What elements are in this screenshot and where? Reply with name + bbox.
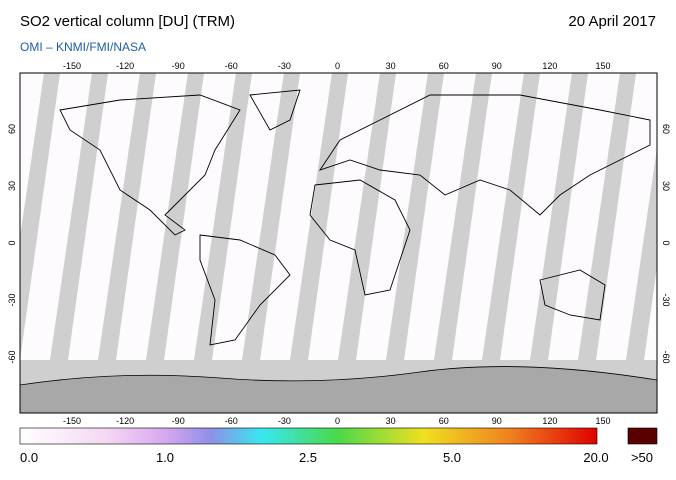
antarctica <box>20 366 657 413</box>
swath <box>260 73 332 360</box>
coastlines <box>59 89 651 346</box>
lon-label-bottom: 30 <box>386 416 396 426</box>
lon-label-top: -120 <box>116 61 134 71</box>
lat-label-right: 60 <box>661 124 671 134</box>
lon-label-top: -150 <box>63 61 81 71</box>
orbit-swaths <box>20 73 657 360</box>
swath <box>548 73 620 360</box>
lon-label-bottom: -90 <box>172 416 185 426</box>
lon-label-top: 90 <box>492 61 502 71</box>
lat-label-left: -60 <box>7 350 17 363</box>
colorbar-label: 5.0 <box>443 450 461 465</box>
colorbar <box>19 427 598 445</box>
source: OMI – KNMI/FMI/NASA <box>20 40 146 54</box>
lon-label-bottom: -150 <box>63 416 81 426</box>
colorbar-label: 0.0 <box>20 450 38 465</box>
lat-label-left: 30 <box>7 181 17 191</box>
map <box>20 73 657 413</box>
swath <box>212 73 284 360</box>
swath <box>500 73 572 360</box>
graticule-labels: -150 -150 -120 -120 -90 -90 -60 -60 -30 -30 0 0 30 30… <box>7 61 671 426</box>
colorbar-overflow <box>627 427 658 445</box>
colorbar-labels: 0.0 1.0 2.5 5.0 20.0 <box>20 450 609 465</box>
lon-label-bottom: 90 <box>492 416 502 426</box>
lon-label-bottom: 120 <box>542 416 557 426</box>
lon-label-top: 0 <box>335 61 340 71</box>
swath <box>20 73 92 360</box>
lon-label-bottom: 0 <box>335 416 340 426</box>
lon-label-bottom: 60 <box>439 416 449 426</box>
swath <box>644 266 657 360</box>
title: SO2 vertical column [DU] (TRM) <box>20 13 235 30</box>
swath <box>68 73 140 360</box>
map-frame <box>19 72 658 414</box>
lon-label-bottom: -120 <box>116 416 134 426</box>
swath <box>116 73 188 360</box>
lon-label-top: 60 <box>439 61 449 71</box>
swath <box>404 73 476 360</box>
lon-label-top: 150 <box>595 61 610 71</box>
swath <box>452 73 524 360</box>
lon-label-bottom: 150 <box>595 416 610 426</box>
lon-label-top: -30 <box>278 61 291 71</box>
lat-label-left: 0 <box>7 240 17 245</box>
lon-label-top: -60 <box>225 61 238 71</box>
colorbar-overflow-label: >50 <box>631 450 653 465</box>
swath <box>308 73 380 360</box>
lat-label-left: -30 <box>7 293 17 306</box>
lat-label-left: 60 <box>7 124 17 134</box>
lon-label-top: -90 <box>172 61 185 71</box>
lat-label-right: 30 <box>661 181 671 191</box>
lon-label-bottom: -60 <box>225 416 238 426</box>
colorbar-label: 1.0 <box>156 450 174 465</box>
swath <box>356 73 428 360</box>
lon-label-top: 120 <box>542 61 557 71</box>
lon-label-top: 30 <box>386 61 396 71</box>
lon-label-bottom: -30 <box>278 416 291 426</box>
lat-label-right: -60 <box>661 350 671 363</box>
lat-label-right: 0 <box>661 240 671 245</box>
lat-label-right: -30 <box>661 293 671 306</box>
colorbar-label: 2.5 <box>299 450 317 465</box>
swath <box>596 73 657 360</box>
colorbar-label: 20.0 <box>583 450 608 465</box>
date: 20 April 2017 <box>568 13 656 30</box>
swath <box>20 73 44 237</box>
